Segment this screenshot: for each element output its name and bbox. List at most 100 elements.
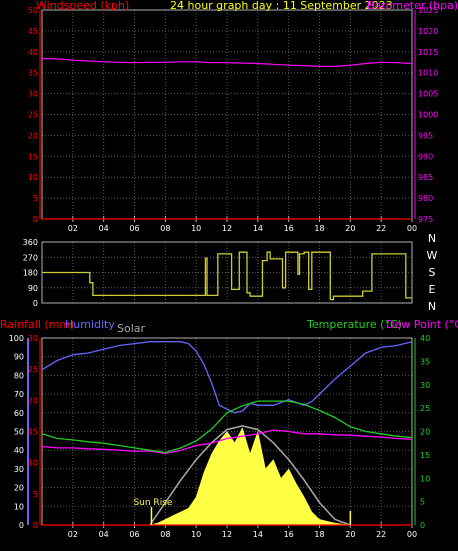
direction-compass-tick-label: E [429, 283, 436, 296]
barometer-tick-label: 1010 [418, 69, 438, 78]
temperature-tick-label: 15 [420, 451, 430, 460]
windspeed-tick-label: 45 [28, 27, 38, 36]
wind-panel-x-tick-label: 16 [284, 224, 294, 233]
rainfall-tick-label: 0 [33, 521, 38, 530]
humidity-tick-label: 90 [14, 353, 24, 362]
wind-panel-x-tick-label: 00 [407, 224, 417, 233]
barometer-tick-label: 980 [418, 194, 433, 203]
barometer-tick-label: 1005 [418, 90, 438, 99]
windspeed-axis-title: Windspeed (kph) [36, 0, 130, 12]
humidity-tick-label: 80 [14, 371, 24, 380]
humidity-tick-label: 70 [14, 390, 24, 399]
windspeed-tick-label: 25 [28, 111, 38, 120]
solar-theoretical-series-line [149, 425, 351, 526]
humidity-series-line [41, 341, 413, 414]
weather-panel-x-tick-label: 08 [160, 530, 170, 539]
humidity-tick-label: 50 [14, 428, 24, 437]
humidity-axis-title: Humidity [65, 318, 115, 331]
chart-title: 24 hour graph day : 11 September 2023 [170, 0, 393, 12]
rainfall-tick-label: 20 [28, 396, 38, 405]
rainfall-tick-label: 30 [28, 334, 38, 343]
humidity-tick-label: 30 [14, 465, 24, 474]
temperature-tick-label: 10 [420, 474, 430, 483]
wind-direction-series-line [42, 251, 412, 301]
barometer-tick-label: 1000 [418, 111, 438, 120]
wind-panel-x-tick-label: 18 [314, 224, 324, 233]
wind-panel-x-tick-label: 12 [222, 224, 232, 233]
temperature-tick-label: 40 [420, 334, 430, 343]
windspeed-tick-label: 30 [28, 90, 38, 99]
wind-panel-x-tick-label: 22 [376, 224, 386, 233]
wind-panel-x-tick-label: 20 [345, 224, 355, 233]
direction-degree-tick-label: 90 [28, 284, 38, 293]
solar-area [149, 427, 351, 526]
solar-legend-label: Solar [117, 322, 146, 335]
barometer-tick-label: 975 [418, 215, 433, 224]
wind-panel-x-tick-label: 06 [129, 224, 139, 233]
direction-compass-tick-label: N [428, 300, 436, 313]
windspeed-tick-label: 5 [33, 194, 38, 203]
windspeed-tick-label: 40 [28, 48, 38, 57]
temperature-series-line [41, 400, 413, 454]
direction-compass-tick-label: N [428, 232, 436, 245]
temperature-tick-label: 0 [420, 521, 425, 530]
wind-panel-x-tick-label: 02 [68, 224, 78, 233]
barometer-tick-label: 985 [418, 173, 433, 182]
humidity-tick-label: 40 [14, 446, 24, 455]
wind-panel-x-tick-label: 04 [99, 224, 109, 233]
humidity-tick-label: 60 [14, 409, 24, 418]
windspeed-tick-label: 15 [28, 152, 38, 161]
windspeed-tick-label: 50 [28, 6, 38, 15]
weather-panel-x-tick-label: 10 [191, 530, 201, 539]
weather-panel-x-tick-label: 20 [345, 530, 355, 539]
temperature-axis-title: Temperature (°C) [307, 318, 402, 331]
weather-panel-x-tick-label: 04 [99, 530, 109, 539]
windspeed-tick-label: 0 [33, 215, 38, 224]
weather-panel-x-tick-label: 06 [129, 530, 139, 539]
barometer-tick-label: 1020 [418, 27, 438, 36]
rainfall-tick-label: 15 [28, 428, 38, 437]
barometer-axis-title: Barometer (hpa) [367, 0, 458, 12]
direction-degree-tick-label: 0 [33, 299, 38, 308]
rainfall-axis-title: Rainfall (mm) [0, 318, 75, 331]
wind-panel-x-tick-label: 10 [191, 224, 201, 233]
humidity-tick-label: 0 [19, 521, 24, 530]
direction-compass-tick-label: W [427, 249, 438, 262]
direction-compass-tick-label: S [429, 266, 436, 279]
dew-point-axis-title: Dew Point (°C) [386, 318, 458, 331]
barometer-tick-label: 990 [418, 152, 433, 161]
rainfall-tick-label: 5 [33, 490, 38, 499]
weather-panel-x-tick-label: 02 [68, 530, 78, 539]
temperature-tick-label: 35 [420, 357, 430, 366]
dew-point-series-line [41, 429, 413, 455]
barometer-tick-label: 1015 [418, 48, 438, 57]
weather-panel-x-tick-label: 12 [222, 530, 232, 539]
rainfall-tick-label: 25 [28, 365, 38, 374]
temperature-tick-label: 30 [420, 381, 430, 390]
sunrise-annotation: Sun Rise [133, 498, 172, 508]
temperature-tick-label: 5 [420, 498, 425, 507]
barometer-series-line [41, 57, 413, 67]
windspeed-tick-label: 35 [28, 69, 38, 78]
wind-panel-x-tick-label: 14 [253, 224, 263, 233]
windspeed-tick-label: 20 [28, 131, 38, 140]
weather-panel-x-tick-label: 14 [253, 530, 263, 539]
humidity-tick-label: 100 [9, 334, 24, 343]
barometer-tick-label: 995 [418, 131, 433, 140]
windspeed-tick-label: 10 [28, 173, 38, 182]
wind-panel-x-tick-label: 08 [160, 224, 170, 233]
direction-degree-tick-label: 180 [23, 269, 38, 278]
weather-panel-x-tick-label: 16 [284, 530, 294, 539]
temperature-tick-label: 20 [420, 428, 430, 437]
humidity-tick-label: 10 [14, 502, 24, 511]
temperature-tick-label: 25 [420, 404, 430, 413]
humidity-tick-label: 20 [14, 484, 24, 493]
weather-panel-x-tick-label: 00 [407, 530, 417, 539]
rainfall-tick-label: 10 [28, 459, 38, 468]
direction-degree-tick-label: 270 [23, 253, 38, 262]
barometer-tick-label: 1025 [418, 6, 438, 15]
weather-panel-x-tick-label: 22 [376, 530, 386, 539]
direction-degree-tick-label: 360 [23, 238, 38, 247]
weather-panel-x-tick-label: 18 [314, 530, 324, 539]
